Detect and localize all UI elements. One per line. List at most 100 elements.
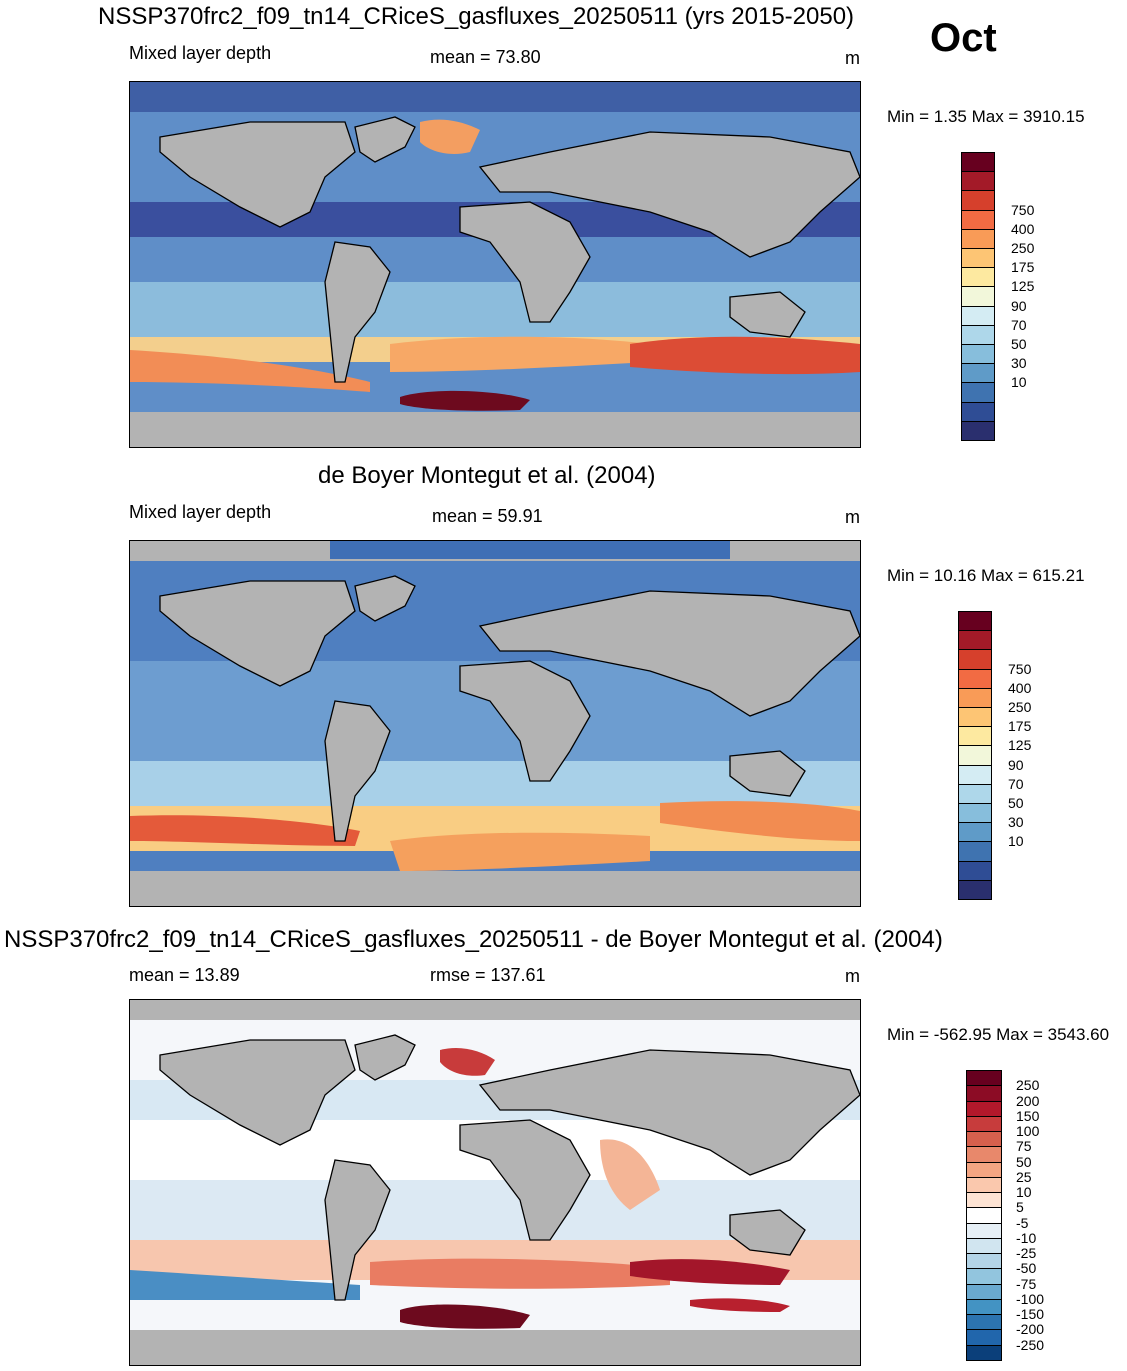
- min-max-label: Min = -562.95 Max = 3543.60: [887, 1025, 1110, 1044]
- colorbar-swatch: [966, 1344, 1002, 1361]
- colorbar-swatch: [958, 783, 992, 804]
- colorbar-swatch: [961, 286, 995, 307]
- colorbar-swatch: [958, 611, 992, 632]
- colorbar-label: 250: [1011, 240, 1035, 256]
- colorbar-label: 75: [1016, 1138, 1032, 1155]
- colorbar-swatch: [958, 668, 992, 689]
- colorbar-swatch: [961, 171, 995, 192]
- colorbar-label: 70: [1011, 316, 1027, 333]
- rmse-label: rmse = 137.61: [430, 965, 546, 985]
- colorbar-swatch: [966, 1085, 1002, 1102]
- colorbar-label: 30: [1011, 355, 1027, 372]
- colorbar-swatch: [958, 803, 992, 824]
- colorbar-label: 50: [1011, 336, 1027, 352]
- colorbar-swatch: [966, 1192, 1002, 1209]
- colorbar-swatch: [958, 764, 992, 785]
- colorbar-label: 50: [1008, 795, 1024, 811]
- colorbar-swatch: [958, 687, 992, 708]
- panel-title: NSSP370frc2_f09_tn14_CRiceS_gasfluxes_20…: [98, 3, 855, 30]
- variable-label: Mixed layer depth: [129, 43, 272, 63]
- colorbar-swatch: [961, 190, 995, 211]
- colorbar-swatch: [966, 1207, 1002, 1224]
- colorbar-label: 400: [1011, 220, 1035, 237]
- mean-label: mean = 59.91: [432, 506, 543, 526]
- colorbar-swatch: [961, 324, 995, 345]
- colorbar-label: -250: [1016, 1336, 1045, 1353]
- colorbar-label: 30: [1008, 814, 1024, 831]
- colorbar-swatch: [966, 1283, 1002, 1300]
- colorbar-swatch: [958, 726, 992, 747]
- colorbar-label: 100: [1016, 1123, 1040, 1140]
- colorbar-swatch: [966, 1253, 1002, 1270]
- colorbar-swatch: [961, 248, 995, 269]
- colorbar-swatch: [966, 1176, 1002, 1194]
- colorbar-label: 750: [1008, 660, 1032, 677]
- colorbar-swatch: [961, 209, 995, 230]
- colorbar-label: 150: [1016, 1107, 1040, 1124]
- colorbar-label: 175: [1008, 718, 1032, 735]
- colorbar-swatch: [966, 1131, 1002, 1148]
- mean-label: mean = 73.80: [430, 47, 541, 67]
- colorbar-label: -150: [1016, 1306, 1045, 1323]
- colorbar-label: -100: [1016, 1290, 1045, 1307]
- colorbar-swatch: [966, 1070, 1002, 1087]
- colorbar-swatch: [958, 860, 992, 881]
- colorbar-label: 10: [1011, 374, 1027, 391]
- colorbar-swatch: [958, 841, 992, 862]
- colorbar-swatch: [958, 630, 992, 651]
- variable-label: Mixed layer depth: [129, 502, 272, 522]
- colorbar-label: 250: [1008, 699, 1032, 715]
- colorbar-swatch: [961, 420, 995, 441]
- colorbar-swatch: [961, 363, 995, 384]
- colorbar-swatch: [958, 649, 992, 670]
- units-label: m: [845, 48, 860, 68]
- colorbar-swatch: [958, 707, 992, 728]
- colorbar-label: -25: [1016, 1245, 1037, 1262]
- colorbar-label: 5: [1016, 1199, 1024, 1216]
- colorbar-label: 125: [1011, 278, 1035, 295]
- colorbar-swatch: [961, 152, 995, 173]
- colorbar-swatch: [961, 267, 995, 288]
- colorbar-swatch: [958, 879, 992, 900]
- colorbar-swatch: [961, 344, 995, 365]
- colorbar-difference: 250 200 150 100 75 50 25 10 5 -5 -10 -25 -50 -75 -100-…: [966, 1070, 1086, 1361]
- min-max-label: Min = 10.16 Max = 615.21: [887, 566, 1085, 585]
- units-label: m: [845, 966, 860, 986]
- min-max-label: Min = 1.35 Max = 3910.15: [887, 107, 1085, 126]
- colorbar-label: 10: [1008, 833, 1024, 850]
- colorbar-swatch: [966, 1222, 1002, 1239]
- colorbar-swatch: [966, 1314, 1002, 1331]
- colorbar-label: 50: [1016, 1153, 1032, 1170]
- panel-title: NSSP370frc2_f09_tn14_CRiceS_gasfluxes_20…: [4, 926, 943, 953]
- colorbar-label: -50: [1016, 1260, 1037, 1277]
- colorbar-label: -75: [1016, 1275, 1037, 1292]
- colorbar-label: 25: [1016, 1168, 1032, 1185]
- mld-map-model: [129, 81, 861, 448]
- month-label: Oct: [930, 16, 997, 60]
- colorbar-swatch: [961, 382, 995, 403]
- colorbar-swatch: [958, 745, 992, 766]
- colorbar-label: 90: [1008, 756, 1024, 773]
- colorbar-swatch: [966, 1268, 1002, 1285]
- colorbar-swatch: [966, 1329, 1002, 1346]
- mld-map-difference: [129, 999, 861, 1366]
- colorbar-label: -10: [1016, 1229, 1037, 1246]
- panel-title: de Boyer Montegut et al. (2004): [318, 462, 656, 489]
- colorbar-label: 10: [1016, 1184, 1032, 1201]
- colorbar-swatch: [958, 822, 992, 843]
- colorbar-swatch: [966, 1100, 1002, 1117]
- colorbar-label: 125: [1008, 737, 1032, 754]
- colorbar-swatch: [966, 1115, 1002, 1133]
- colorbar-swatch: [966, 1237, 1002, 1255]
- colorbar-swatch: [966, 1146, 1002, 1163]
- colorbar-label: 90: [1011, 297, 1027, 314]
- colorbar-label: 70: [1008, 775, 1024, 792]
- colorbar-label: 400: [1008, 679, 1032, 696]
- colorbar-label: -200: [1016, 1321, 1045, 1338]
- colorbar-observations: 750 400 250 175 125 90 70 50 30 10: [958, 611, 1078, 900]
- units-label: m: [845, 507, 860, 527]
- colorbar-label: 250: [1016, 1077, 1040, 1094]
- colorbar-swatch: [961, 228, 995, 249]
- colorbar-label: 175: [1011, 259, 1035, 276]
- colorbar-swatch: [966, 1161, 1002, 1178]
